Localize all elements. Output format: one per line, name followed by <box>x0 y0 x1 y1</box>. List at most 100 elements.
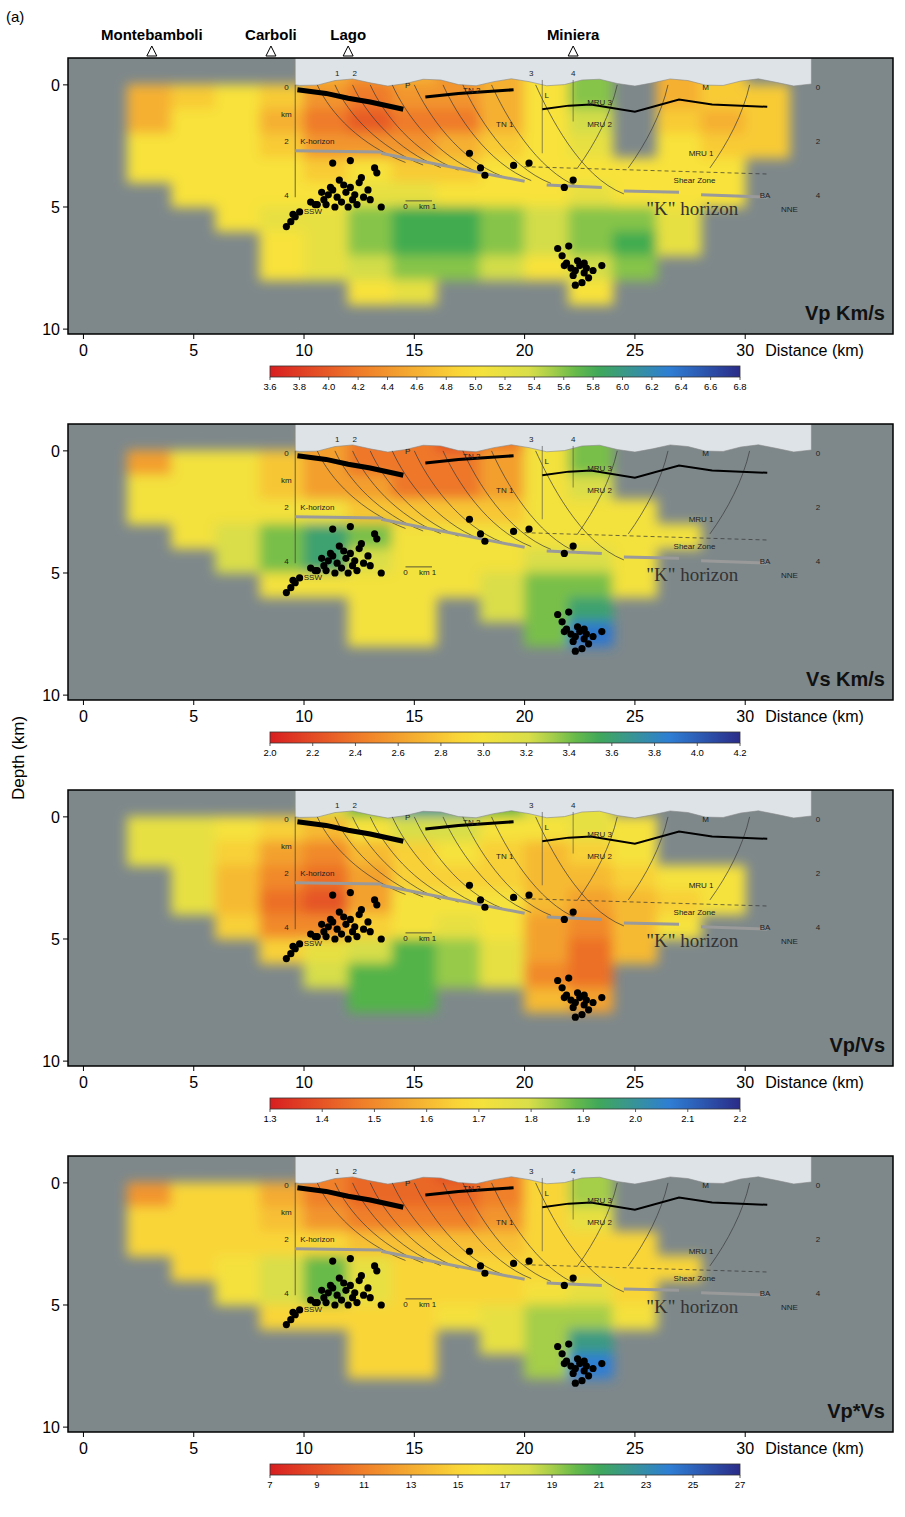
y-tick <box>63 1182 68 1183</box>
topography <box>295 58 811 86</box>
velocity-cell <box>568 1353 613 1378</box>
velocity-cell <box>127 450 172 475</box>
colorbar-tick-label: 17 <box>500 1479 511 1490</box>
velocity-cell <box>127 1231 172 1256</box>
velocity-cell <box>480 475 525 500</box>
hypocenter <box>331 935 338 942</box>
velocity-cell <box>348 524 393 549</box>
section-label: NNE <box>781 1303 798 1312</box>
y-tick-label: 10 <box>42 687 60 704</box>
x-tick-label: 25 <box>626 708 644 725</box>
hypocenter <box>322 201 329 208</box>
colorbar-tick <box>569 743 570 746</box>
section-label: Shear Zone <box>674 1274 716 1283</box>
section-label: 2 <box>353 1167 358 1176</box>
hypocenter <box>561 628 568 635</box>
hypocenter <box>598 628 605 635</box>
velocity-cell <box>304 182 349 207</box>
colorbar-tick <box>426 1109 427 1112</box>
hypocenter <box>565 242 572 249</box>
fault <box>710 1183 750 1266</box>
hypocenter <box>554 611 561 618</box>
fault <box>492 817 580 920</box>
velocity-cell <box>127 816 172 841</box>
colorbar-tick-label: 3.4 <box>562 747 575 758</box>
colorbar-tick <box>317 1475 318 1478</box>
velocity-cell <box>568 1256 613 1281</box>
velocity-cell <box>524 499 569 524</box>
hypocenter <box>358 1272 365 1279</box>
hypocenters <box>283 516 606 655</box>
velocity-cell <box>392 597 437 622</box>
section-label: 3 <box>529 435 534 444</box>
x-tick-label: 0 <box>79 1440 88 1457</box>
fault <box>492 451 580 554</box>
k-horizon-line <box>295 883 381 884</box>
velocity-cell <box>524 109 569 134</box>
hypocenter <box>322 1299 329 1306</box>
y-tick-label: 0 <box>51 809 60 826</box>
hypocenter <box>578 1011 585 1018</box>
section-label: TN 1 <box>496 852 514 861</box>
hypocenter <box>570 1004 577 1011</box>
velocity-cell <box>436 499 481 524</box>
fault <box>578 85 618 168</box>
x-tick <box>414 700 415 705</box>
plot-frame <box>68 1156 893 1432</box>
velocity-cell <box>171 1231 216 1256</box>
colorbar-tick <box>270 1109 271 1112</box>
shear-zone <box>525 167 768 174</box>
fault <box>536 451 624 560</box>
velocity-cell <box>348 987 393 1012</box>
velocity-cell <box>348 938 393 963</box>
section-label: BA <box>760 1289 771 1298</box>
plot-area <box>68 790 893 1066</box>
hypocenter <box>561 550 568 557</box>
velocity-cell <box>215 1231 260 1256</box>
k-horizon-line <box>547 551 602 553</box>
velocity-cell <box>259 1207 304 1232</box>
section-label: 0 <box>816 83 821 92</box>
velocity-cell <box>215 841 260 866</box>
hypocenter <box>327 184 334 191</box>
x-tick <box>304 1432 305 1437</box>
colorbar-tick <box>270 377 271 380</box>
section-label: TN 2 <box>463 818 481 827</box>
geologic-section <box>295 58 811 201</box>
x-tick-label: 30 <box>736 708 754 725</box>
hypocenter <box>329 525 336 532</box>
velocity-cell <box>348 1280 393 1305</box>
x-tick-label: 25 <box>626 342 644 359</box>
velocity-cell <box>304 1304 349 1329</box>
colorbar-tick <box>740 377 741 380</box>
x-tick <box>83 1066 84 1071</box>
colorbar-tick <box>611 743 612 746</box>
velocity-cell <box>348 231 393 256</box>
velocity-cell <box>568 475 613 500</box>
x-tick-label: 10 <box>295 342 313 359</box>
section-label: 4 <box>284 557 289 566</box>
y-tick-label: 10 <box>42 1053 60 1070</box>
section-label: NNE <box>781 205 798 214</box>
velocity-cell <box>392 231 437 256</box>
velocity-cell <box>215 1182 260 1207</box>
velocity-cell <box>480 1329 525 1354</box>
velocity-cell <box>348 1256 393 1281</box>
velocity-cell <box>436 182 481 207</box>
velocity-cell <box>436 914 481 939</box>
velocity-cell <box>171 182 216 207</box>
velocity-cell <box>259 914 304 939</box>
colorbar-tick <box>475 377 476 380</box>
section-label: 2 <box>816 137 821 146</box>
colorbar-tick-label: 6.2 <box>645 381 658 392</box>
section-label: MRU 2 <box>587 1218 612 1227</box>
hypocenter <box>329 1257 336 1264</box>
k-horizon-line <box>381 519 524 547</box>
section-label: 0 <box>816 449 821 458</box>
hypocenter <box>360 194 367 201</box>
hypocenter <box>336 543 343 550</box>
section-label: 1 <box>335 435 340 444</box>
velocity-cell <box>215 1207 260 1232</box>
velocity-cell <box>215 450 260 475</box>
k-horizon-line <box>624 923 679 924</box>
